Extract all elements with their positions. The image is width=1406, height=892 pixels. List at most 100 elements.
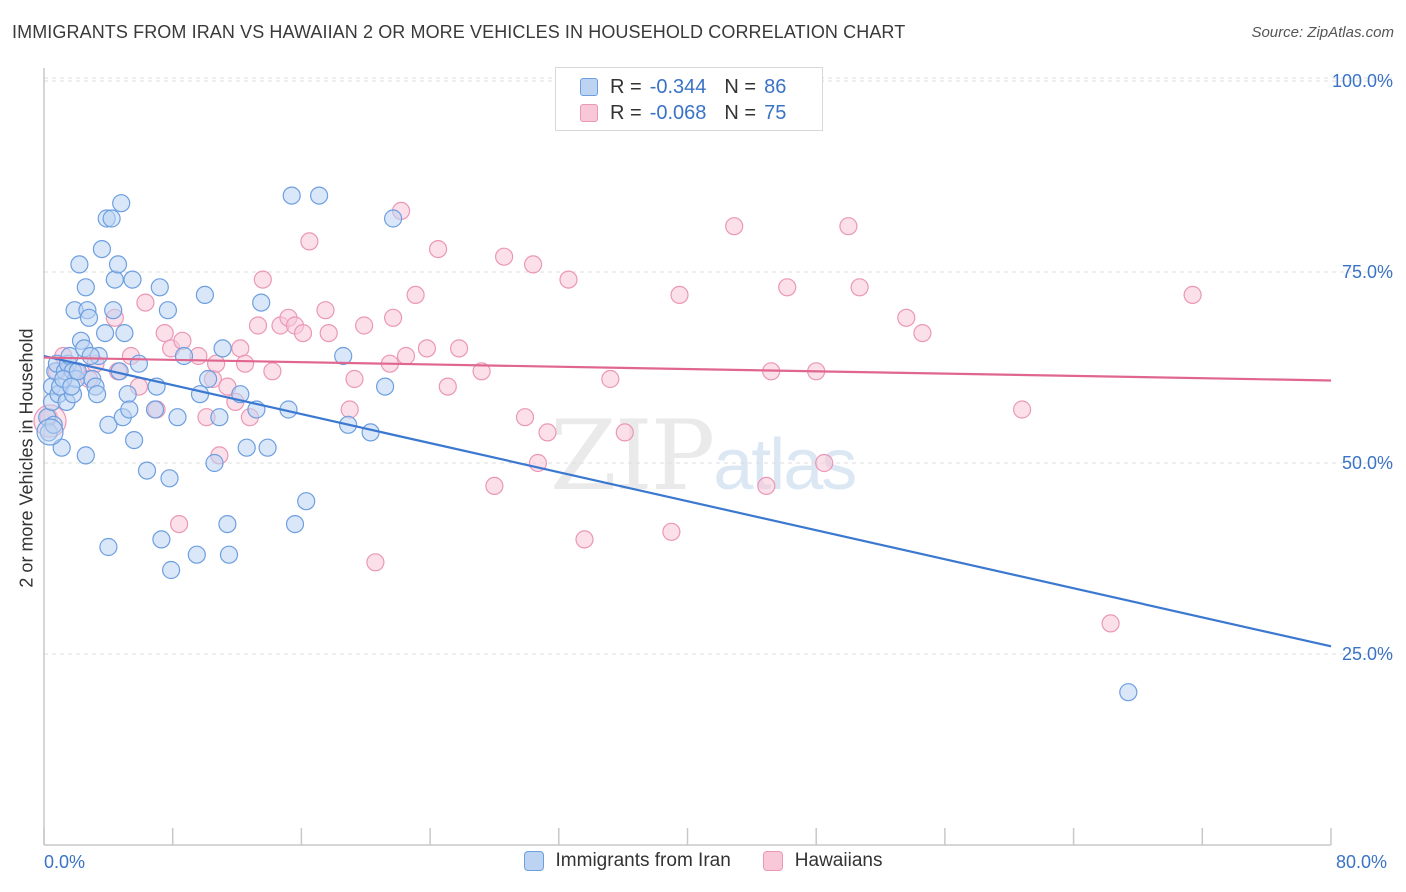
series-hawaiians — [33, 201, 1202, 633]
legend-n-value: 75 — [764, 101, 787, 124]
y-tick-label: 25.0% — [1342, 644, 1393, 664]
data-point-iran — [105, 270, 124, 289]
legend-n-value: 86 — [764, 75, 787, 98]
data-point-iran — [219, 545, 239, 564]
data-point-iran-cluster — [36, 418, 64, 446]
legend-item-iran[interactable]: Immigrants from Iran — [523, 850, 731, 872]
data-point-hawaiians — [300, 232, 319, 251]
data-point-iran — [205, 453, 224, 473]
data-point-hawaiians — [601, 369, 620, 389]
legend-row-pink: R = -0.068 N = 75 — [580, 101, 786, 125]
y-tick-label: 50.0% — [1342, 453, 1393, 473]
data-point-iran — [361, 423, 380, 442]
data-point-hawaiians — [355, 316, 374, 335]
data-point-hawaiians — [293, 324, 313, 343]
data-point-hawaiians — [155, 324, 174, 343]
trend-line-hawaiians — [43, 356, 1332, 382]
data-point-hawaiians — [615, 423, 634, 442]
data-point-iran — [108, 255, 128, 274]
data-point-iran — [152, 530, 171, 549]
y-tick-label: 100.0% — [1332, 71, 1393, 91]
data-point-iran — [174, 346, 194, 366]
legend-n-label: N = — [724, 101, 757, 124]
data-point-hawaiians — [757, 476, 776, 495]
data-point-hawaiians — [406, 285, 425, 304]
legend-label-iran: Immigrants from Iran — [555, 850, 731, 871]
data-point-hawaiians — [575, 530, 594, 549]
data-point-hawaiians — [839, 217, 858, 236]
data-point-iran — [62, 377, 81, 396]
data-point-iran — [145, 400, 165, 419]
data-point-iran — [237, 438, 256, 457]
data-point-iran — [252, 293, 271, 312]
data-point-iran — [187, 545, 206, 564]
y-tick-labels: 100.0% 75.0% 50.0% 25.0% — [1332, 71, 1393, 664]
data-point-iran — [79, 308, 99, 327]
legend-item-hawaiians[interactable]: Hawaiians — [762, 850, 883, 872]
data-point-iran — [334, 346, 353, 366]
data-point-hawaiians — [1183, 285, 1202, 304]
x-tick-label-right: 80.0% — [1336, 852, 1388, 872]
data-point-iran — [70, 255, 89, 274]
trend-line-iran — [43, 354, 1332, 648]
data-point-iran — [190, 385, 210, 404]
data-point-hawaiians — [1012, 400, 1032, 419]
legend-r-label: R = — [610, 101, 642, 124]
axes — [43, 68, 1332, 846]
data-point-iran — [115, 324, 134, 343]
data-point-iran — [199, 369, 218, 389]
data-point-hawaiians — [396, 346, 416, 366]
data-point-iran — [285, 514, 305, 534]
data-point-hawaiians — [384, 308, 403, 327]
data-point-iran — [99, 537, 118, 557]
data-point-hawaiians — [429, 240, 448, 259]
legend-swatch-pink — [762, 851, 783, 871]
data-point-hawaiians — [170, 514, 189, 534]
data-point-hawaiians — [173, 331, 192, 350]
data-point-hawaiians — [263, 362, 282, 381]
data-point-iran — [137, 461, 157, 480]
y-axis-label: 2 or more Vehicles in Household — [16, 328, 37, 588]
data-point-hawaiians — [438, 377, 457, 396]
legend-n-label: N = — [724, 75, 757, 98]
data-point-hawaiians — [815, 453, 834, 473]
x-tick-label-left: 0.0% — [44, 852, 86, 872]
y-tick-label: 75.0% — [1342, 262, 1393, 282]
chart-title: IMMIGRANTS FROM IRAN VS HAWAIIAN 2 OR MO… — [12, 22, 906, 42]
data-point-hawaiians — [850, 278, 869, 297]
legend-r-value: -0.068 — [649, 101, 707, 124]
data-point-hawaiians — [670, 285, 689, 304]
data-point-iran — [104, 301, 123, 320]
watermark: ZIPatlas — [550, 400, 857, 512]
data-point-hawaiians — [316, 301, 335, 320]
data-point-iran — [310, 186, 329, 205]
data-point-iran — [125, 431, 144, 450]
data-point-iran — [76, 446, 95, 465]
legend-swatch-blue — [523, 851, 544, 871]
data-point-iran — [150, 278, 169, 297]
data-point-iran — [52, 438, 71, 457]
series-immigrants-from-iran — [36, 186, 1138, 702]
data-point-hawaiians — [515, 408, 535, 427]
data-point-iran — [168, 408, 187, 427]
legend-series: Immigrants from Iran Hawaiians — [0, 850, 1406, 872]
data-point-hawaiians — [897, 308, 916, 327]
data-point-iran — [282, 186, 301, 205]
data-point-iran — [376, 377, 395, 396]
data-point-hawaiians — [538, 423, 557, 442]
data-point-hawaiians — [450, 339, 469, 358]
legend-label-hawaiians: Hawaiians — [794, 850, 883, 871]
data-point-hawaiians — [778, 278, 797, 297]
data-point-hawaiians — [472, 362, 491, 381]
data-point-iran — [87, 385, 107, 404]
data-point-hawaiians — [523, 255, 543, 274]
data-point-hawaiians — [345, 369, 364, 389]
data-point-iran — [160, 469, 179, 488]
data-point-hawaiians — [136, 293, 155, 312]
data-point-iran — [210, 408, 229, 427]
data-point-hawaiians — [662, 522, 681, 541]
data-point-hawaiians — [340, 400, 359, 419]
watermark-atlas: atlas — [713, 425, 857, 505]
data-point-hawaiians — [231, 339, 250, 358]
